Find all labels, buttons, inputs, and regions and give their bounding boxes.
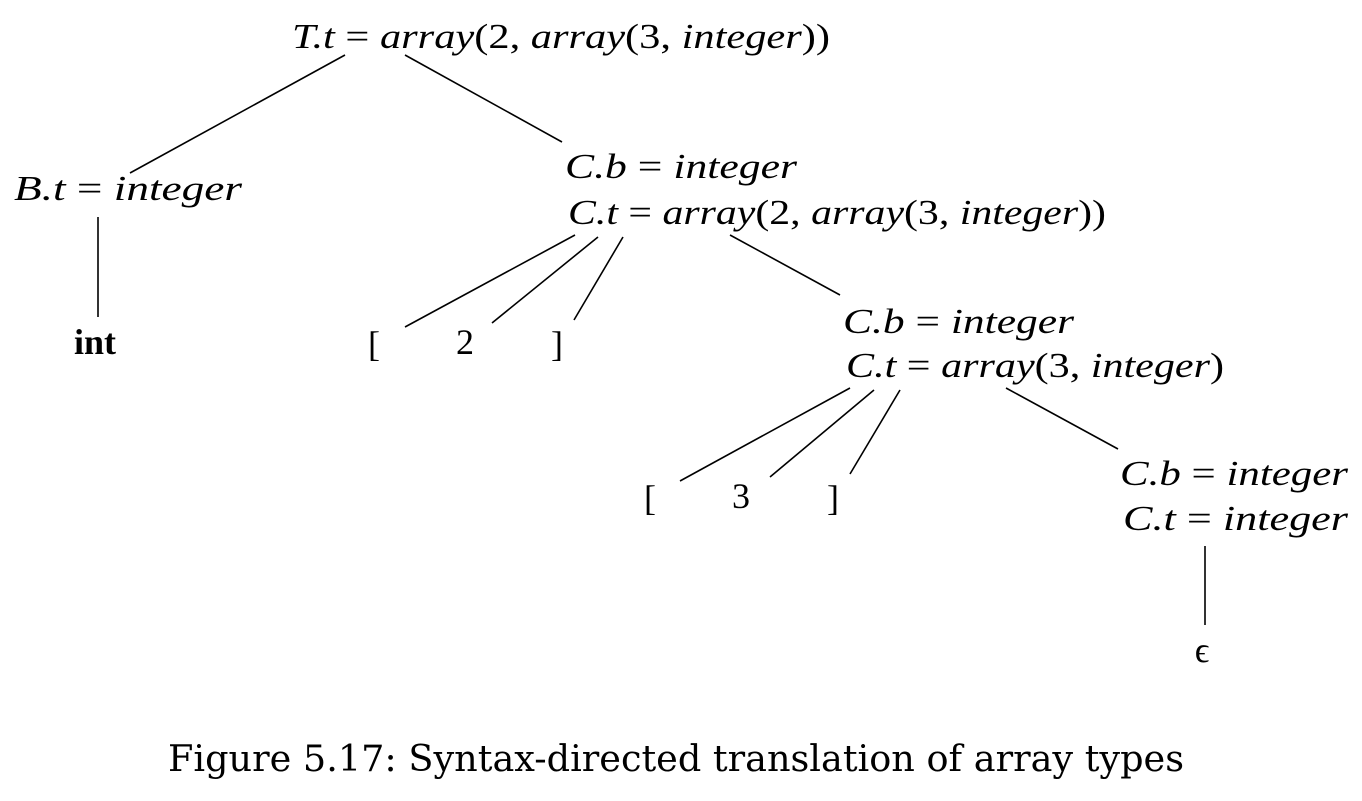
root-node: T.t = array (2, array (3, integer)): [292, 17, 830, 56]
tree-edges: [97, 54, 1206, 625]
c1-b-attribute: C.b = integer: [565, 147, 797, 186]
edge-c2-to-rbracket: [849, 389, 901, 475]
c3-b-attribute: C.b = integer: [1120, 454, 1348, 493]
c1-right-bracket: ]: [551, 324, 563, 364]
c3-t-attribute: C.t = integer: [1123, 499, 1348, 538]
edge-c2-to-c3: [1005, 387, 1119, 450]
c2-node: C.b = integer C.t = array (3, integer) [ …: [644, 302, 1224, 518]
figure-caption: Figure 5.17: Syntax-directed translation…: [168, 739, 1184, 780]
c2-b-attribute: C.b = integer: [843, 302, 1074, 341]
c2-right-bracket: ]: [827, 478, 839, 518]
root-attribute: T.t = array (2, array (3, integer)): [292, 17, 830, 56]
c1-left-bracket: [: [368, 324, 380, 364]
edge-root-to-b: [129, 54, 346, 174]
c2-number: 3: [732, 476, 750, 516]
edge-c1-to-c2: [729, 234, 841, 296]
b-attribute: B.t = integer: [14, 169, 242, 208]
c1-node: C.b = integer C.t = array (2, array (3, in…: [368, 147, 1106, 364]
int-leaf: int: [74, 322, 116, 362]
c2-left-bracket: [: [644, 478, 656, 518]
edge-c1-to-lbracket: [404, 234, 576, 328]
c3-node: C.b = integer C.t = integer ϵ: [1120, 454, 1348, 670]
edge-c2-to-lbracket: [679, 387, 851, 482]
edge-c2-to-num: [769, 389, 875, 478]
c1-t-attribute: C.t = array (2, array (3, integer)): [568, 193, 1106, 232]
epsilon-leaf: ϵ: [1195, 630, 1210, 670]
edge-c1-to-rbracket: [573, 236, 624, 321]
c2-t-attribute: C.t = array (3, integer): [846, 346, 1224, 385]
edge-root-to-c1: [404, 54, 563, 143]
b-node: B.t = integer int: [14, 169, 242, 362]
c1-number: 2: [456, 322, 474, 362]
edge-c1-to-num: [491, 236, 599, 324]
